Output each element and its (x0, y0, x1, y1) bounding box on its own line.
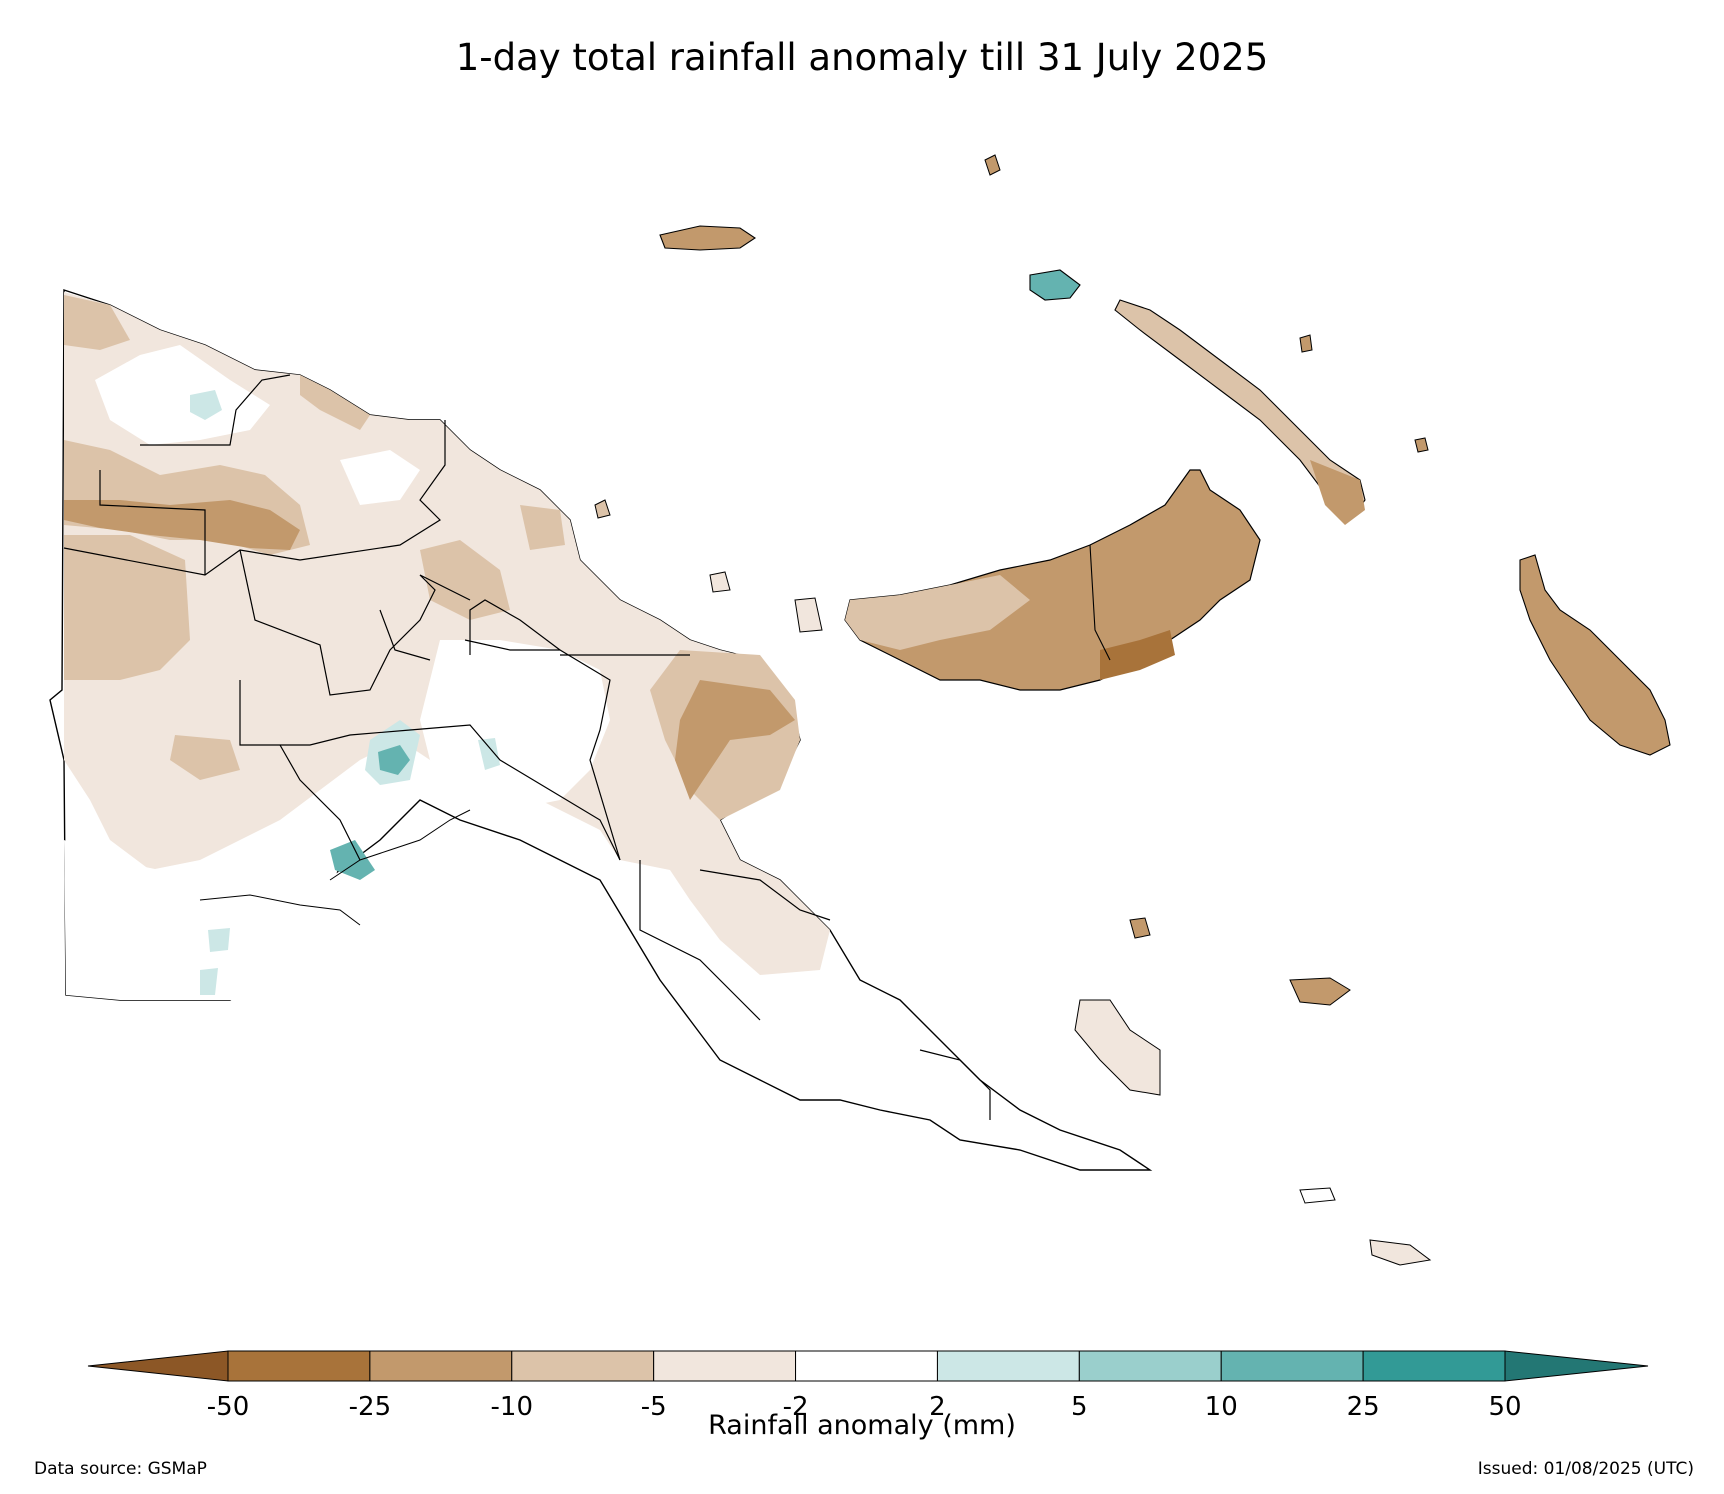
anomaly-neutral-central (420, 640, 610, 810)
anomaly-positive-core (378, 745, 410, 775)
anomaly-positive-sw (208, 928, 230, 952)
colorbar-tick-label: -50 (207, 1392, 249, 1422)
colorbar-tick-label: -2 (783, 1392, 809, 1422)
karkar-island (794, 597, 823, 633)
colorbar-tick-label: -25 (349, 1392, 391, 1422)
colorbar-tick-label: -10 (491, 1392, 533, 1422)
anomaly-dark-east (675, 680, 795, 800)
anomaly-neutral-north (95, 345, 270, 445)
bougainville-island (1519, 554, 1671, 756)
woodlark-island (1289, 977, 1351, 1006)
anomaly-medium-coast (300, 375, 370, 430)
anomaly-medium-ne (520, 505, 565, 550)
lihir-island (1414, 437, 1429, 453)
anomaly-positive-south (330, 840, 375, 880)
colorbar-tick-label: 5 (1071, 1392, 1088, 1422)
colorbar-bin-6 (1078, 1350, 1222, 1382)
mussau-island (984, 154, 1001, 176)
colorbar-bin-8 (1362, 1350, 1506, 1382)
colorbar-tick-label: -5 (641, 1392, 667, 1422)
colorbar-bin-2 (511, 1350, 655, 1382)
dentrecasteaux-islands (1074, 999, 1161, 1096)
anomaly-medium-west (64, 535, 190, 680)
small-island-2 (709, 571, 731, 593)
colorbar-tick-label: 25 (1347, 1392, 1380, 1422)
new-britain-light (845, 575, 1030, 650)
colorbar-bin-4 (795, 1350, 938, 1382)
anomaly-positive-sw2 (200, 968, 218, 995)
colorbar-bin-7 (1220, 1350, 1364, 1382)
anomaly-positive-east (478, 738, 500, 770)
misima-island (1299, 1187, 1336, 1204)
river-delta (329, 809, 471, 881)
rainfall-anomaly-map (49, 154, 1671, 1266)
anomaly-neutral-south (64, 840, 340, 1000)
colorbar-tick-label: 10 (1205, 1392, 1238, 1422)
colorbar-bin-5 (936, 1350, 1080, 1382)
tabar-island (1299, 334, 1313, 353)
anomaly-dark-west (64, 500, 300, 550)
anomaly-neutral-mid (340, 450, 420, 505)
new-ireland-south (1310, 460, 1365, 525)
colorbar-tick-label: 50 (1488, 1392, 1521, 1422)
data-source: Data source: GSMaP (34, 1459, 207, 1479)
new-britain-border (1089, 544, 1111, 661)
new-britain-dark (1100, 630, 1175, 680)
new-hanover-island (1029, 269, 1081, 301)
fly-river (199, 894, 361, 926)
colorbar-tick-label: 2 (929, 1392, 946, 1422)
colorbar-extend-low (87, 1350, 229, 1382)
issued-date: Issued: 01/08/2025 (UTC) (1477, 1459, 1694, 1479)
colorbar-extend-high (1504, 1350, 1649, 1382)
colorbar-bin-1 (369, 1350, 513, 1382)
colorbar-bin-0 (227, 1350, 371, 1382)
small-island-1 (594, 499, 611, 519)
anomaly-light-west (64, 292, 830, 975)
anomaly-medium-south (170, 735, 240, 780)
trobriand-islands (1129, 917, 1151, 939)
manus-island (659, 225, 756, 251)
map-title: 1-day total rainfall anomaly till 31 Jul… (455, 36, 1269, 79)
anomaly-medium-central (420, 540, 510, 620)
anomaly-medium-nw (64, 295, 130, 350)
rossel-island (1369, 1239, 1432, 1266)
colorbar-label: Rainfall anomaly (mm) (708, 1410, 1016, 1441)
province-borders (63, 374, 991, 1120)
anomaly-positive-north (190, 390, 222, 420)
colorbar-bin-3 (653, 1350, 797, 1382)
